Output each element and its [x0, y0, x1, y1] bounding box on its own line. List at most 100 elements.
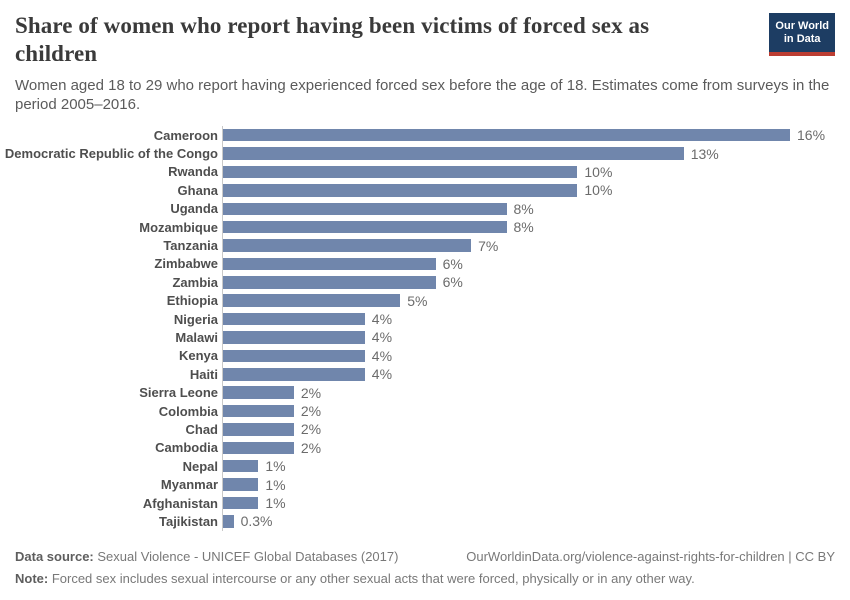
bar-area: 2%	[222, 401, 850, 421]
chart-subtitle: Women aged 18 to 29 who report having ex…	[15, 77, 830, 113]
bar[interactable]	[223, 220, 507, 234]
bar-area: 4%	[222, 346, 850, 366]
country-label: Zambia	[172, 274, 218, 290]
data-source-text: Sexual Violence - UNICEF Global Database…	[93, 549, 399, 564]
chart-row: Mozambique 8%	[0, 217, 850, 237]
chart-row: Cameroon 16%	[0, 126, 850, 145]
bar[interactable]	[223, 184, 578, 197]
chart-row: Cambodia 2%	[0, 438, 850, 458]
chart-row: Ethiopia 5%	[0, 291, 850, 310]
country-label: Sierra Leone	[139, 385, 218, 401]
bar[interactable]	[223, 257, 436, 271]
bar[interactable]	[223, 202, 507, 215]
bar[interactable]	[223, 312, 365, 326]
chart-row: Haiti 4%	[0, 365, 850, 384]
country-label: Afghanistan	[142, 495, 218, 511]
value-label: 6%	[442, 274, 463, 291]
country-label: Haiti	[189, 366, 218, 382]
chart-footer: Data source: Sexual Violence - UNICEF Gl…	[15, 549, 835, 587]
value-label: 4%	[371, 366, 393, 383]
owid-license-link[interactable]: OurWorldinData.org/violence-against-righ…	[466, 549, 835, 564]
chart-row: Tanzania 7%	[0, 236, 850, 255]
country-label: Cambodia	[155, 440, 218, 456]
value-label: 1%	[265, 495, 286, 511]
bar[interactable]	[223, 368, 365, 381]
bar-area: 4%	[222, 309, 850, 329]
bar-area: 2%	[222, 438, 850, 458]
bar-area: 5%	[222, 291, 850, 310]
bar[interactable]	[223, 404, 294, 418]
bar-area: 6%	[222, 254, 850, 274]
country-label: Ethiopia	[166, 293, 218, 309]
chart-row: Zimbabwe 6%	[0, 254, 850, 274]
owid-logo: Our World in Data	[769, 13, 835, 56]
country-label: Nigeria	[173, 311, 218, 327]
bar-area: 8%	[222, 199, 850, 218]
bar-area: 1%	[222, 475, 850, 494]
bar-area: 2%	[222, 420, 850, 439]
note-text: Forced sex includes sexual intercourse o…	[48, 571, 695, 586]
value-label: 4%	[371, 329, 393, 346]
chart-title: Share of women who report having been vi…	[15, 13, 650, 66]
country-label: Nepal	[182, 458, 218, 474]
bar[interactable]	[223, 165, 578, 179]
bar-area: 10%	[222, 181, 850, 200]
bar[interactable]	[223, 478, 259, 491]
chart-row: Democratic Republic of the Congo 13%	[0, 144, 850, 163]
chart-row: Rwanda 10%	[0, 162, 850, 182]
bar[interactable]	[223, 128, 790, 142]
bar[interactable]	[223, 147, 684, 160]
country-label: Malawi	[175, 329, 218, 345]
chart-row: Colombia 2%	[0, 401, 850, 421]
bar-area: 4%	[222, 365, 850, 384]
bar[interactable]	[223, 276, 436, 289]
data-source-label: Data source:	[15, 549, 94, 564]
value-label: 2%	[300, 384, 322, 401]
value-label: 7%	[478, 237, 499, 254]
value-label: 10%	[584, 182, 613, 199]
bar[interactable]	[223, 386, 294, 399]
value-label: 2%	[300, 421, 322, 438]
chart-row: Kenya 4%	[0, 346, 850, 366]
bar-area: 13%	[222, 144, 850, 163]
chart-row: Myanmar 1%	[0, 475, 850, 494]
country-label: Ghana	[177, 182, 218, 198]
value-label: 4%	[371, 311, 393, 328]
country-label: Tajikistan	[158, 513, 218, 529]
country-label: Democratic Republic of the Congo	[4, 146, 218, 162]
bar[interactable]	[223, 441, 294, 455]
value-label: 0.3%	[240, 513, 273, 530]
bar-area: 10%	[222, 162, 850, 182]
bar[interactable]	[223, 423, 294, 436]
country-label: Uganda	[170, 201, 218, 217]
bar-area: 8%	[222, 217, 850, 237]
country-label: Chad	[185, 421, 219, 437]
value-label: 13%	[690, 145, 719, 162]
chart-rows: Cameroon 16% Democratic Republic of the …	[0, 126, 850, 531]
chart-row: Sierra Leone 2%	[0, 383, 850, 402]
bar[interactable]	[223, 459, 259, 473]
bar[interactable]	[223, 331, 365, 344]
value-label: 6%	[442, 255, 463, 272]
value-label: 8%	[513, 200, 534, 217]
country-label: Kenya	[178, 348, 218, 364]
bar[interactable]	[223, 294, 401, 307]
country-label: Myanmar	[160, 477, 218, 493]
country-label: Cameroon	[153, 127, 218, 143]
bar-area: 2%	[222, 383, 850, 402]
bar[interactable]	[223, 496, 259, 510]
chart-row: Tajikistan 0.3%	[0, 512, 850, 531]
bar-area: 4%	[222, 328, 850, 347]
bar-chart: Cameroon 16% Democratic Republic of the …	[0, 126, 850, 531]
bar[interactable]	[223, 239, 472, 252]
bar[interactable]	[223, 349, 365, 363]
country-label: Mozambique	[139, 219, 218, 235]
value-label: 2%	[300, 439, 322, 456]
bar[interactable]	[223, 515, 234, 528]
chart-row: Zambia 6%	[0, 273, 850, 292]
chart-row: Malawi 4%	[0, 328, 850, 347]
country-label: Zimbabwe	[154, 256, 218, 272]
value-label: 8%	[513, 219, 534, 236]
bar-area: 6%	[222, 273, 850, 292]
bar-area: 7%	[222, 236, 850, 255]
